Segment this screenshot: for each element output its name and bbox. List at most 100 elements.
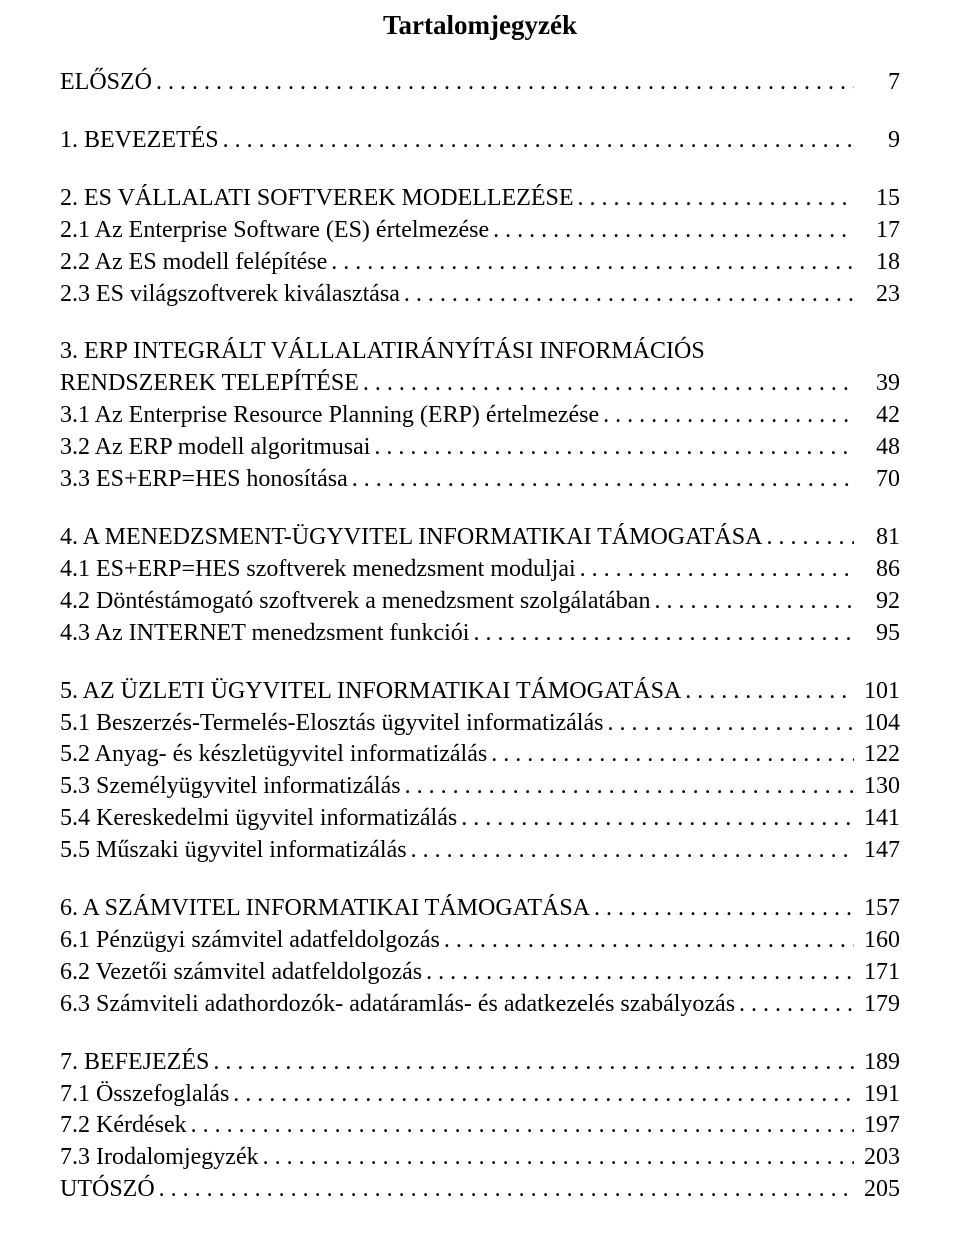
- toc-entry: 7.3 Irodalomjegyzék 203: [60, 1142, 900, 1174]
- toc-entry-page: 141: [854, 803, 900, 835]
- toc-leader-dots: [762, 522, 854, 554]
- toc-entry-page: 130: [854, 771, 900, 803]
- toc-entry: 7.2 Kérdések197: [60, 1110, 900, 1142]
- toc-leader-dots: [489, 215, 854, 247]
- toc-leader-dots: [469, 618, 854, 650]
- toc-leader-dots: [370, 432, 854, 464]
- toc-entry: UTÓSZÓ 205: [60, 1174, 900, 1206]
- toc-entry: 3.3 ES+ERP=HES honosítása 70: [60, 464, 900, 496]
- toc-entry-label: 5. AZ ÜZLETI ÜGYVITEL INFORMATIKAI TÁMOG…: [60, 676, 681, 708]
- toc-entry-page: 171: [854, 957, 900, 989]
- toc-entry-label: 1. BEVEZETÉS: [60, 125, 219, 157]
- toc-leader-dots: [422, 957, 854, 989]
- toc-entry-label: 5.1 Beszerzés-Termelés-Elosztás ügyvitel…: [60, 708, 603, 740]
- toc-entry-page: 191: [854, 1079, 900, 1111]
- toc-entry-page: 147: [854, 835, 900, 867]
- toc-entry-label: RENDSZEREK TELEPÍTÉSE: [60, 368, 359, 400]
- toc-leader-dots: [348, 464, 854, 496]
- toc-entry: 2.3 ES világszoftverek kiválasztása23: [60, 279, 900, 311]
- toc-group: 5. AZ ÜZLETI ÜGYVITEL INFORMATIKAI TÁMOG…: [60, 676, 900, 867]
- toc-group: 1. BEVEZETÉS 9: [60, 125, 900, 157]
- toc-group: 2. ES VÁLLALATI SOFTVEREK MODELLEZÉSE152…: [60, 183, 900, 311]
- toc-entry-page: 7: [854, 67, 900, 99]
- toc-group: 6. A SZÁMVITEL INFORMATIKAI TÁMOGATÁSA15…: [60, 893, 900, 1021]
- toc-entry-page: 70: [854, 464, 900, 496]
- toc-entry-page: 197: [854, 1110, 900, 1142]
- toc-entry: 2.1 Az Enterprise Software (ES) értelmez…: [60, 215, 900, 247]
- toc-entry-page: 23: [854, 279, 900, 311]
- toc-entry: 3. ERP INTEGRÁLT VÁLLALATIRÁNYÍTÁSI INFO…: [60, 336, 900, 368]
- toc-entry: 5.3 Személyügyvitel informatizálás130: [60, 771, 900, 803]
- toc-leader-dots: [599, 400, 854, 432]
- toc-leader-dots: [400, 279, 854, 311]
- toc-entry-label: 4. A MENEDZSMENT-ÜGYVITEL INFORMATIKAI T…: [60, 522, 762, 554]
- toc-entry: 5.2 Anyag- és készletügyvitel informatiz…: [60, 739, 900, 771]
- toc-entry-continuation: RENDSZEREK TELEPÍTÉSE 39: [60, 368, 900, 400]
- toc-entry-page: 92: [854, 586, 900, 618]
- toc-entry-label: 4.1 ES+ERP=HES szoftverek menedzsment mo…: [60, 554, 576, 586]
- toc-leader-dots: [209, 1047, 854, 1079]
- toc-leader-dots: [259, 1142, 854, 1174]
- toc-entry: 4.1 ES+ERP=HES szoftverek menedzsment mo…: [60, 554, 900, 586]
- toc-entry: 5.1 Beszerzés-Termelés-Elosztás ügyvitel…: [60, 708, 900, 740]
- toc-leader-dots: [681, 676, 854, 708]
- toc-entry: 2.2 Az ES modell felépítése 18: [60, 247, 900, 279]
- toc-group: ELŐSZÓ7: [60, 67, 900, 99]
- toc-entry-label: 3.2 Az ERP modell algoritmusai: [60, 432, 370, 464]
- toc-entry-page: 157: [854, 893, 900, 925]
- toc-entry: 6.1 Pénzügyi számvitel adatfeldolgozás 16…: [60, 925, 900, 957]
- toc-entry-page: 9: [854, 125, 900, 157]
- toc-leader-dots: [457, 803, 854, 835]
- toc-entry-page: 160: [854, 925, 900, 957]
- toc-leader-dots: [229, 1079, 854, 1111]
- toc-leader-dots: [155, 1174, 854, 1206]
- toc-group: 3. ERP INTEGRÁLT VÁLLALATIRÁNYÍTÁSI INFO…: [60, 336, 900, 496]
- toc-leader-dots: [590, 893, 854, 925]
- toc-entry-page: 104: [854, 708, 900, 740]
- toc-entry-page: 101: [854, 676, 900, 708]
- toc-entry-label: 2.2 Az ES modell felépítése: [60, 247, 327, 279]
- toc-entry-page: 17: [854, 215, 900, 247]
- toc-entry-label: 5.2 Anyag- és készletügyvitel informatiz…: [60, 739, 487, 771]
- page-title: Tartalomjegyzék: [60, 10, 900, 41]
- toc-entry: ELŐSZÓ7: [60, 67, 900, 99]
- toc-entry: 6.3 Számviteli adathordozók- adatáramlás…: [60, 989, 900, 1021]
- toc-entry: 5.5 Műszaki ügyvitel informatizálás 147: [60, 835, 900, 867]
- toc-entry-page: 18: [854, 247, 900, 279]
- toc-entry: 7.1 Összefoglalás191: [60, 1079, 900, 1111]
- toc-entry: 4.2 Döntéstámogató szoftverek a menedzsm…: [60, 586, 900, 618]
- toc-entry-label: 6.3 Számviteli adathordozók- adatáramlás…: [60, 989, 735, 1021]
- toc-entry-label: 3.1 Az Enterprise Resource Planning (ERP…: [60, 400, 599, 432]
- toc-leader-dots: [359, 368, 854, 400]
- toc-entry-label: 2.1 Az Enterprise Software (ES) értelmez…: [60, 215, 489, 247]
- toc-entry-page: 189: [854, 1047, 900, 1079]
- toc-leader-dots: [187, 1110, 854, 1142]
- toc-entry-label: 5.5 Műszaki ügyvitel informatizálás: [60, 835, 407, 867]
- toc-entry-label: 6.1 Pénzügyi számvitel adatfeldolgozás: [60, 925, 440, 957]
- toc-entry-label: UTÓSZÓ: [60, 1174, 155, 1206]
- toc-entry-label: 7. BEFEJEZÉS: [60, 1047, 209, 1079]
- toc-entry-page: 39: [854, 368, 900, 400]
- toc-entry-label: 7.3 Irodalomjegyzék: [60, 1142, 259, 1174]
- toc-entry-label: 6.2 Vezetői számvitel adatfeldolgozás: [60, 957, 422, 989]
- toc-leader-dots: [407, 835, 854, 867]
- toc-leader-dots: [327, 247, 854, 279]
- toc-leader-dots: [574, 183, 854, 215]
- toc-entry-page: 122: [854, 739, 900, 771]
- toc-entry: 4.3 Az INTERNET menedzsment funkciói95: [60, 618, 900, 650]
- toc-entry: 3.2 Az ERP modell algoritmusai48: [60, 432, 900, 464]
- toc-entry: 1. BEVEZETÉS 9: [60, 125, 900, 157]
- toc-entry: 5.4 Kereskedelmi ügyvitel informatizálás…: [60, 803, 900, 835]
- toc-leader-dots: [576, 554, 854, 586]
- toc-entry-page: 203: [854, 1142, 900, 1174]
- toc-entry: 7. BEFEJEZÉS 189: [60, 1047, 900, 1079]
- toc-entry-page: 205: [854, 1174, 900, 1206]
- toc-leader-dots: [735, 989, 854, 1021]
- toc-page: Tartalomjegyzék ELŐSZÓ7 1. BEVEZETÉS 9 2. E…: [0, 0, 960, 1250]
- toc-entry: 6. A SZÁMVITEL INFORMATIKAI TÁMOGATÁSA15…: [60, 893, 900, 925]
- toc-entry-label: 3.3 ES+ERP=HES honosítása: [60, 464, 348, 496]
- toc-entry: 2. ES VÁLLALATI SOFTVEREK MODELLEZÉSE15: [60, 183, 900, 215]
- toc-leader-dots: [650, 586, 854, 618]
- toc-leader-dots: [219, 125, 854, 157]
- toc-leader-dots: [152, 67, 854, 99]
